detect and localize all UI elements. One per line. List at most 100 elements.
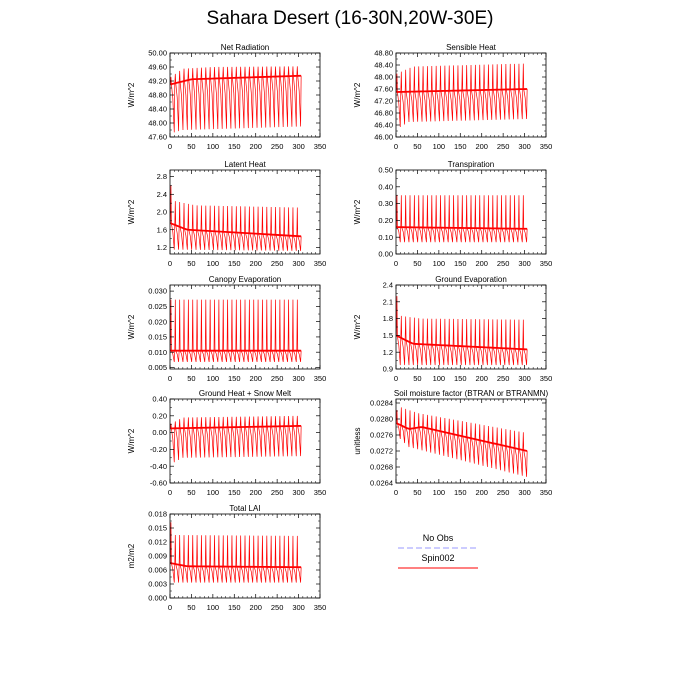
- y-tick-label: 0.025: [148, 302, 167, 311]
- series-mean-line: [170, 74, 302, 86]
- y-tick-label: 0.006: [148, 566, 167, 575]
- x-tick-label: 0: [394, 259, 398, 268]
- y-tick-label: 1.2: [383, 348, 393, 357]
- y-axis-label: W/m^2: [127, 82, 136, 107]
- x-tick-label: 100: [207, 259, 220, 268]
- plot-frame: [169, 52, 321, 138]
- x-tick-label: 300: [292, 259, 305, 268]
- x-tick-label: 250: [497, 488, 510, 497]
- series-line: [170, 185, 302, 251]
- series-mean-line: [170, 562, 302, 569]
- y-axis-label: W/m^2: [127, 314, 136, 339]
- x-tick-label: 0: [168, 488, 172, 497]
- panel-title: Canopy Evaporation: [209, 275, 282, 284]
- x-tick-label: 0: [394, 142, 398, 151]
- y-tick-label: 47.20: [374, 97, 393, 106]
- y-tick-label: 0.00: [152, 428, 167, 437]
- x-tick-label: 200: [249, 488, 262, 497]
- x-tick-label: 250: [271, 603, 284, 612]
- series-line: [396, 195, 528, 243]
- x-tick-label: 350: [314, 374, 327, 383]
- y-axis-label: W/m^2: [353, 199, 362, 224]
- series-line: [170, 299, 302, 363]
- series-line: [170, 415, 302, 463]
- y-axis-label: W/m^2: [353, 82, 362, 107]
- x-tick-label: 300: [518, 142, 531, 151]
- x-tick-label: 50: [187, 488, 195, 497]
- y-tick-label: 0.015: [148, 333, 167, 342]
- y-tick-label: 46.00: [374, 133, 393, 142]
- x-tick-label: 50: [413, 142, 421, 151]
- y-tick-label: 0.50: [378, 166, 393, 175]
- y-tick-label: 1.6: [157, 225, 167, 234]
- y-tick-label: 0.0268: [370, 463, 393, 472]
- x-tick-label: 50: [187, 374, 195, 383]
- series-mean-line: [396, 88, 528, 93]
- chart-panel: 0 50 100 150 200 250 300 350 0.0264 0.0268 0.0272 0…: [353, 389, 552, 497]
- x-tick-label: 100: [433, 488, 446, 497]
- y-tick-label: 0.020: [148, 317, 167, 326]
- series-line: [396, 407, 528, 477]
- x-tick-label: 150: [228, 603, 241, 612]
- x-tick-label: 300: [292, 142, 305, 151]
- x-tick-label: 250: [497, 374, 510, 383]
- series-line: [396, 63, 528, 128]
- y-tick-label: 0.00: [378, 250, 393, 259]
- x-tick-label: 100: [433, 142, 446, 151]
- x-tick-label: 150: [454, 142, 467, 151]
- y-tick-label: 0.10: [378, 233, 393, 242]
- panel-title: Ground Evaporation: [435, 275, 507, 284]
- panel-title: Ground Heat + Snow Melt: [199, 389, 292, 398]
- x-tick-label: 200: [249, 374, 262, 383]
- x-tick-label: 250: [497, 142, 510, 151]
- y-tick-label: 48.00: [148, 119, 167, 128]
- page-title: Sahara Desert (16-30N,20W-30E): [206, 8, 494, 29]
- y-tick-label: 0.0276: [370, 431, 393, 440]
- y-axis-label: unitless: [353, 427, 362, 454]
- y-tick-label: 49.60: [148, 63, 167, 72]
- x-tick-label: 350: [540, 488, 553, 497]
- series-mean-line: [396, 226, 528, 230]
- x-tick-label: 300: [292, 603, 305, 612]
- y-tick-label: 0.030: [148, 287, 167, 296]
- y-tick-label: 0.009: [148, 552, 167, 561]
- y-tick-label: 50.00: [148, 49, 167, 58]
- y-tick-label: 46.40: [374, 121, 393, 130]
- x-tick-label: 150: [454, 488, 467, 497]
- x-tick-label: 350: [314, 603, 327, 612]
- x-tick-label: 50: [187, 259, 195, 268]
- plot-frame: [395, 398, 547, 484]
- panel-title: Total LAI: [229, 504, 260, 513]
- chart-panel: 0 50 100 150 200 250 300 350 -0.60 -0.40 -0.20 0.00…: [127, 389, 326, 497]
- y-axis-label: W/m^2: [127, 199, 136, 224]
- x-tick-label: 350: [314, 488, 327, 497]
- x-tick-label: 250: [271, 142, 284, 151]
- x-tick-label: 50: [187, 142, 195, 151]
- y-tick-label: 2.8: [157, 172, 167, 181]
- x-tick-label: 50: [187, 603, 195, 612]
- x-tick-label: 50: [413, 374, 421, 383]
- x-tick-label: 350: [314, 142, 327, 151]
- y-tick-label: 0.20: [378, 216, 393, 225]
- chart-panel: 0 50 100 150 200 250 300 350 1.2 1.6 2.0 2.4 2.8 Late…: [127, 160, 326, 268]
- x-tick-label: 300: [292, 488, 305, 497]
- x-tick-label: 100: [433, 259, 446, 268]
- y-tick-label: 0.005: [148, 363, 167, 372]
- x-tick-label: 150: [228, 374, 241, 383]
- x-tick-label: 350: [540, 259, 553, 268]
- y-tick-label: 47.60: [374, 85, 393, 94]
- y-tick-label: 0.003: [148, 580, 167, 589]
- series-mean-line: [170, 222, 302, 238]
- x-tick-label: 100: [207, 488, 220, 497]
- x-tick-label: 50: [413, 259, 421, 268]
- x-tick-label: 50: [413, 488, 421, 497]
- y-tick-label: 1.2: [157, 243, 167, 252]
- x-tick-label: 150: [228, 259, 241, 268]
- x-tick-label: 250: [271, 259, 284, 268]
- x-tick-label: 250: [271, 488, 284, 497]
- x-tick-label: 0: [394, 374, 398, 383]
- y-tick-label: 0.20: [152, 411, 167, 420]
- x-tick-label: 100: [207, 603, 220, 612]
- chart-panel: 0 50 100 150 200 250 300 350 0.00 0.10 0.20 0.30 0.4…: [353, 160, 552, 268]
- series-line: [396, 296, 528, 366]
